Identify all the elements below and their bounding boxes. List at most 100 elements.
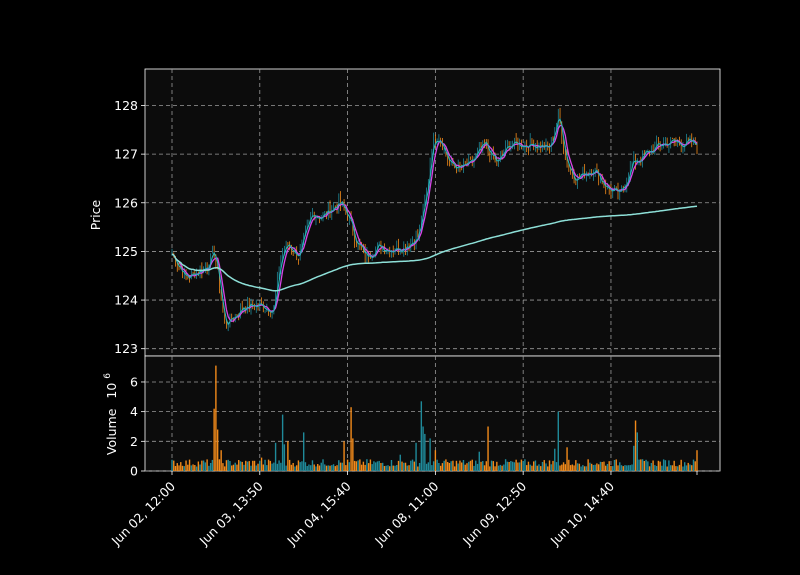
volume-bar <box>171 459 173 471</box>
volume-bar <box>274 442 277 471</box>
volume-bar <box>606 464 609 471</box>
volume-bar <box>246 461 249 471</box>
volume-tick-label: 2 <box>130 434 138 449</box>
volume-bar <box>564 464 567 471</box>
volume-bar <box>548 460 551 471</box>
volume-bar <box>599 461 602 471</box>
volume-bar <box>489 466 491 471</box>
volume-bar <box>194 465 196 471</box>
volume-bar <box>369 459 372 471</box>
volume-bar <box>241 461 243 471</box>
volume-bar <box>343 441 345 471</box>
volume-bar <box>650 463 653 471</box>
volume-bar <box>471 459 473 471</box>
volume-bar <box>431 465 433 471</box>
volume-bar <box>684 462 686 471</box>
volume-bar <box>371 464 373 471</box>
volume-bar <box>576 463 579 471</box>
volume-bar <box>231 465 233 471</box>
volume-bar <box>497 465 500 471</box>
volume-bar <box>317 464 319 471</box>
volume-bar <box>283 444 286 471</box>
volume-bar <box>382 462 384 471</box>
volume-bar <box>322 459 324 471</box>
volume-bar <box>429 438 431 471</box>
volume-bar <box>208 465 210 471</box>
volume-bar <box>357 460 359 471</box>
volume-bar <box>280 462 282 471</box>
volume-bar <box>504 459 507 471</box>
volume-bar <box>195 466 198 471</box>
volume-panel <box>144 355 721 472</box>
volume-bar <box>462 460 465 471</box>
volume-bar <box>413 461 416 471</box>
volume-bar <box>453 466 456 471</box>
price-tick-label: 126 <box>114 195 138 210</box>
volume-bar <box>592 465 595 471</box>
volume-bar <box>490 460 493 471</box>
volume-bar <box>626 465 628 471</box>
volume-bar <box>311 460 314 471</box>
volume-bar <box>543 460 545 471</box>
volume-bar <box>211 459 214 471</box>
volume-bar <box>360 464 363 471</box>
volume-bar <box>694 461 696 471</box>
volume-bar <box>288 459 291 471</box>
volume-bar <box>188 459 191 471</box>
volume-bar <box>480 461 482 471</box>
volume-bar <box>571 464 574 471</box>
volume-bar <box>648 466 651 471</box>
volume-bar <box>173 460 175 471</box>
volume-bar <box>374 462 377 471</box>
volume-label-text: Volume <box>104 408 119 455</box>
vwap-line <box>171 205 698 292</box>
volume-bar <box>352 438 354 471</box>
volume-bar <box>278 460 280 471</box>
volume-bar <box>234 462 236 471</box>
volume-bar <box>557 411 559 471</box>
volume-bar <box>643 461 646 471</box>
volume-bar <box>615 459 617 471</box>
volume-bar <box>659 461 661 471</box>
volume-bar <box>436 459 438 471</box>
volume-bar <box>652 460 654 471</box>
volume-bar <box>259 460 261 471</box>
volume-bar <box>406 465 408 471</box>
volume-bar <box>213 408 215 471</box>
volume-bar <box>492 461 495 471</box>
volume-bar <box>199 464 201 471</box>
volume-exponent-base: 10 <box>104 383 119 399</box>
volume-bar <box>629 465 631 471</box>
volume-bar <box>373 461 375 471</box>
volume-bar <box>496 461 498 471</box>
volume-bar <box>469 460 472 471</box>
volume-bar <box>536 465 538 471</box>
volume-bar <box>682 466 684 471</box>
volume-bar <box>206 459 208 471</box>
volume-bar <box>252 460 254 471</box>
volume-bar <box>633 445 635 471</box>
time-tick-label: Jun 03, 13:50 <box>196 478 266 548</box>
volume-bar <box>181 465 184 471</box>
volume-bar <box>508 462 510 471</box>
volume-bar <box>655 466 658 471</box>
volume-bar <box>222 463 224 471</box>
volume-bar <box>176 463 178 471</box>
volume-bar <box>487 426 489 471</box>
volume-bar <box>334 466 336 471</box>
volume-bar <box>675 466 677 471</box>
volume-bar <box>308 464 310 471</box>
volume-bar <box>197 461 200 471</box>
volume-bar <box>299 462 301 471</box>
time-tick-label: Jun 10, 14:40 <box>547 478 617 548</box>
time-tick-label: Jun 09, 12:50 <box>459 478 529 548</box>
volume-bar <box>562 462 565 471</box>
volume-bar <box>174 466 177 471</box>
volume-bar <box>376 461 379 471</box>
volume-bar <box>541 462 544 471</box>
price-axis: 123 124 125 126 127 128 <box>114 98 145 356</box>
volume-bar <box>506 461 509 471</box>
volume-bar <box>475 460 477 471</box>
volume-bar <box>531 465 533 471</box>
volume-bar <box>329 465 331 471</box>
